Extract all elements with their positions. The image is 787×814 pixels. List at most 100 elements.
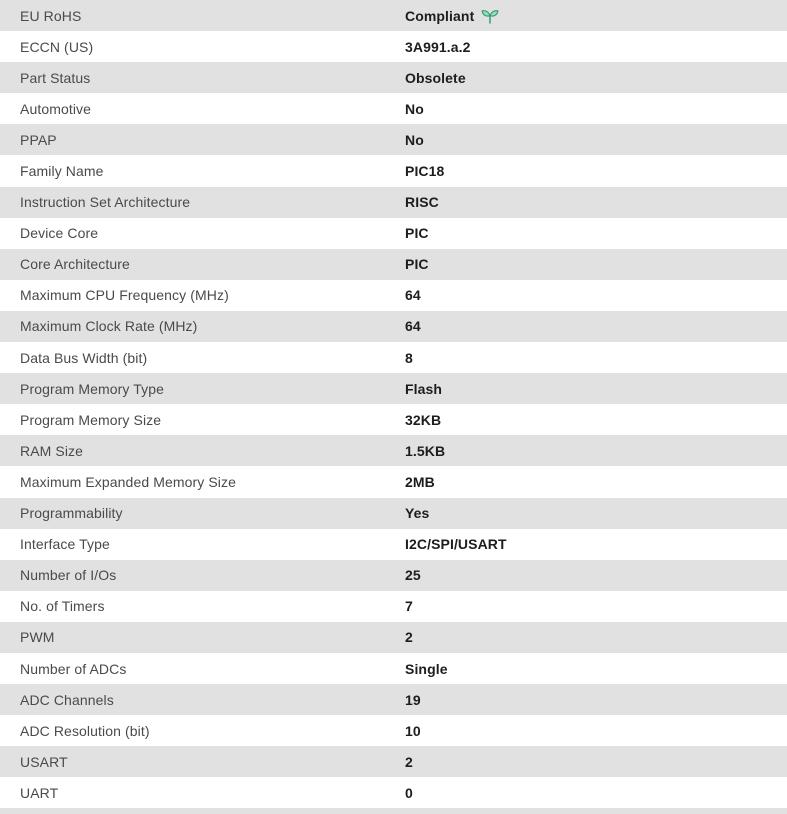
spec-value-text: I2C/SPI/USART — [405, 536, 507, 553]
table-row: ADC Channels 19 — [0, 684, 787, 716]
spec-value-text: 2 — [405, 753, 413, 770]
spec-label: PWM — [20, 629, 55, 646]
spec-label: Data Bus Width (bit) — [20, 349, 148, 366]
spec-label: Program Memory Size — [20, 411, 162, 428]
table-row: Part Status Obsolete — [0, 62, 787, 94]
spec-label: ECCN (US) — [20, 38, 94, 55]
spec-label: Number of ADCs — [20, 660, 127, 677]
spec-value-text: 8 — [405, 349, 413, 366]
table-row: Data Bus Width (bit) 8 — [0, 342, 787, 374]
spec-label: Instruction Set Architecture — [20, 194, 191, 211]
table-row: EU RoHS Compliant — [0, 0, 787, 32]
table-row: Core Architecture PIC — [0, 248, 787, 280]
table-row: Family Name PIC18 — [0, 155, 787, 187]
table-row: No. of Timers 7 — [0, 590, 787, 622]
table-row: ECCN (US) 3A991.a.2 — [0, 31, 787, 63]
spec-value: Yes — [405, 505, 429, 521]
spec-value: PIC — [405, 256, 429, 272]
spec-value: Single — [405, 661, 448, 677]
spec-value: 32KB — [405, 412, 441, 428]
spec-value-text: 10 — [405, 722, 421, 739]
spec-value: No — [405, 101, 424, 117]
spec-label: RAM Size — [20, 442, 84, 459]
spec-value-text: Yes — [405, 505, 430, 522]
spec-value-text: 25 — [405, 567, 421, 584]
spec-value-text: 64 — [405, 318, 421, 335]
spec-value: RISC — [405, 194, 439, 210]
table-row: Programmability Yes — [0, 497, 787, 529]
spec-value: PIC — [405, 225, 429, 241]
table-row: Instruction Set Architecture RISC — [0, 186, 787, 218]
spec-value-text: Flash — [405, 380, 443, 397]
spec-value-text: 1.5KB — [405, 442, 446, 459]
spec-value-text: 3A991.a.2 — [405, 38, 471, 55]
spec-label: Automotive — [20, 100, 92, 117]
spec-value-text: 7 — [405, 598, 413, 615]
spec-label: Maximum Expanded Memory Size — [20, 473, 236, 490]
spec-label: Family Name — [20, 163, 104, 180]
spec-label: Interface Type — [20, 536, 110, 553]
spec-value-text: PIC18 — [405, 163, 445, 180]
spec-value-text: Compliant — [405, 7, 475, 24]
table-row: Maximum CPU Frequency (MHz) 64 — [0, 279, 787, 311]
table-row: Number of I/Os 25 — [0, 559, 787, 591]
spec-value: Compliant — [405, 8, 499, 24]
spec-label: Number of I/Os — [20, 567, 117, 584]
spec-value-text: 2 — [405, 629, 413, 646]
spec-label: Core Architecture — [20, 256, 130, 273]
spec-value-text: 32KB — [405, 411, 442, 428]
spec-value: 0 — [405, 785, 413, 801]
spec-value-text: Single — [405, 660, 448, 677]
table-row: Device Core PIC — [0, 217, 787, 249]
spec-value: 10 — [405, 723, 421, 739]
spec-value: 19 — [405, 692, 421, 708]
spec-label: PPAP — [20, 131, 57, 148]
spec-label: EU RoHS — [20, 7, 82, 24]
spec-value: 64 — [405, 287, 421, 303]
spec-value-text: Obsolete — [405, 69, 466, 86]
table-row: Maximum Expanded Memory Size 2MB — [0, 466, 787, 498]
spec-value-text: No — [405, 131, 424, 148]
spec-value: 8 — [405, 350, 413, 366]
spec-value: 1.5KB — [405, 443, 445, 459]
spec-label: ADC Resolution (bit) — [20, 722, 150, 739]
spec-value-text: 64 — [405, 287, 421, 304]
spec-label: UART — [20, 784, 59, 801]
table-row: Program Memory Size 32KB — [0, 404, 787, 436]
spec-value-text: 2MB — [405, 473, 435, 490]
table-row: USART 2 — [0, 746, 787, 778]
spec-label: Program Memory Type — [20, 380, 165, 397]
table-row: PPAP No — [0, 124, 787, 156]
spec-value: 64 — [405, 318, 421, 334]
table-row: RAM Size 1.5KB — [0, 435, 787, 467]
spec-value-text: RISC — [405, 194, 439, 211]
spec-value: Flash — [405, 381, 442, 397]
spec-label: No. of Timers — [20, 598, 105, 615]
spec-value: I2C/SPI/USART — [405, 536, 507, 552]
table-row: Number of ADCs Single — [0, 652, 787, 685]
spec-label: Maximum Clock Rate (MHz) — [20, 318, 198, 335]
spec-value-text: No — [405, 100, 424, 117]
spec-label: Device Core — [20, 225, 99, 242]
spec-value: Obsolete — [405, 70, 466, 86]
table-row: Automotive No — [0, 93, 787, 125]
table-row: ADC Resolution (bit) 10 — [0, 715, 787, 747]
spec-label: Maximum CPU Frequency (MHz) — [20, 287, 229, 304]
spec-value-text: PIC — [405, 256, 429, 273]
spec-label: ADC Channels — [20, 691, 114, 708]
spec-label: USART — [20, 753, 68, 770]
spec-value: 2MB — [405, 474, 435, 490]
spec-value: No — [405, 132, 424, 148]
leaf-icon — [481, 9, 499, 24]
spec-value-text: 19 — [405, 691, 421, 708]
table-row: Maximum Clock Rate (MHz) 64 — [0, 310, 787, 343]
table-row: PWM 2 — [0, 621, 787, 653]
spec-label: Programmability — [20, 505, 123, 522]
spec-value: 2 — [405, 754, 413, 770]
spec-label: Part Status — [20, 69, 91, 86]
spec-value-text: 0 — [405, 784, 413, 801]
table-row: Interface Type I2C/SPI/USART — [0, 528, 787, 560]
spec-value: 25 — [405, 567, 421, 583]
spec-value: 3A991.a.2 — [405, 39, 471, 55]
